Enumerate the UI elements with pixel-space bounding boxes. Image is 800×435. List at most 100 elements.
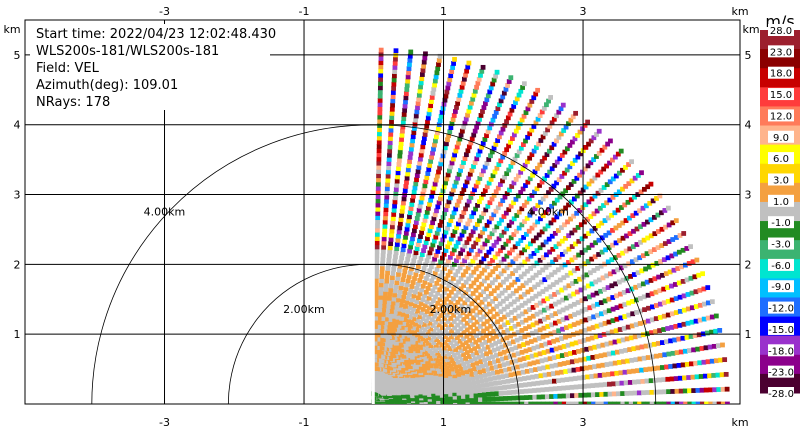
velocity-cell (498, 316, 504, 322)
velocity-cell (654, 196, 659, 201)
velocity-cell (382, 223, 388, 229)
velocity-cell (508, 203, 514, 209)
velocity-cell (397, 289, 403, 295)
velocity-cell (471, 322, 477, 328)
velocity-cell (523, 300, 528, 306)
velocity-cell (631, 272, 637, 277)
velocity-cell (406, 163, 412, 169)
velocity-cell (565, 342, 571, 348)
velocity-cell (494, 391, 500, 397)
velocity-cell (501, 379, 507, 385)
velocity-cell (524, 401, 529, 404)
velocity-cell (555, 354, 561, 359)
colorbar-tick-label: -12.0 (768, 304, 794, 315)
velocity-cell (473, 370, 479, 376)
velocity-cell (429, 384, 435, 389)
velocity-cell (403, 303, 408, 309)
velocity-cell (409, 284, 415, 289)
velocity-cell (480, 353, 486, 358)
velocity-cell (375, 332, 381, 338)
velocity-cell (412, 185, 418, 191)
velocity-cell (578, 287, 584, 293)
velocity-cell (588, 138, 594, 144)
velocity-cell (545, 401, 550, 404)
velocity-cell (451, 387, 457, 393)
velocity-cell (513, 100, 518, 106)
velocity-cell (415, 169, 421, 174)
velocity-cell (379, 265, 385, 271)
velocity-cell (614, 293, 619, 299)
velocity-cell (592, 175, 598, 181)
velocity-cell (605, 285, 611, 290)
velocity-cell (422, 244, 428, 250)
velocity-cell (478, 113, 484, 118)
x-tick-label-bottom: -1 (299, 416, 310, 429)
velocity-cell (486, 391, 491, 397)
velocity-cell (469, 100, 474, 106)
velocity-cell (503, 86, 509, 92)
velocity-cell (701, 286, 707, 292)
velocity-cell (626, 261, 632, 267)
velocity-cell (461, 336, 466, 342)
velocity-cell (501, 362, 507, 368)
velocity-cell (514, 383, 520, 389)
velocity-cell (415, 105, 420, 111)
velocity-cell (709, 314, 715, 320)
velocity-cell (496, 236, 502, 242)
velocity-cell (412, 303, 418, 308)
velocity-cell (481, 321, 487, 327)
velocity-cell (670, 220, 676, 226)
velocity-cell (445, 244, 451, 250)
velocity-cell (670, 237, 676, 242)
velocity-cell (382, 341, 388, 347)
velocity-cell (453, 148, 459, 154)
velocity-cell (657, 377, 662, 383)
velocity-cell (659, 243, 665, 248)
velocity-cell (442, 97, 448, 103)
velocity-cell (591, 268, 597, 273)
velocity-cell (385, 329, 390, 335)
velocity-cell (566, 185, 571, 191)
velocity-cell (465, 297, 470, 303)
velocity-cell (391, 313, 397, 319)
velocity-cell (681, 307, 687, 313)
velocity-cell (457, 338, 463, 344)
velocity-cell (442, 290, 447, 295)
velocity-cell (711, 373, 717, 378)
velocity-cell (609, 212, 614, 218)
velocity-cell (701, 301, 707, 307)
velocity-cell (545, 305, 551, 311)
velocity-cell (534, 186, 540, 192)
velocity-cell (537, 257, 543, 263)
velocity-cell (458, 88, 464, 94)
velocity-cell (462, 258, 467, 264)
velocity-cell (375, 215, 381, 221)
velocity-cell (461, 401, 467, 404)
velocity-cell (525, 289, 531, 295)
velocity-cell (431, 391, 437, 397)
velocity-cell (487, 261, 493, 266)
velocity-cell (572, 312, 577, 317)
velocity-cell (526, 375, 531, 381)
velocity-cell (594, 132, 599, 137)
velocity-cell (534, 248, 540, 253)
velocity-cell (476, 152, 481, 158)
velocity-cell (435, 66, 441, 72)
velocity-cell (525, 256, 531, 262)
velocity-cell (502, 174, 507, 180)
velocity-cell (443, 389, 449, 395)
velocity-cell (486, 396, 492, 402)
velocity-cell (693, 318, 699, 324)
velocity-cell (635, 173, 641, 178)
velocity-cell (384, 198, 389, 204)
velocity-cell (400, 247, 406, 253)
velocity-cell (633, 210, 639, 216)
velocity-cell (707, 344, 713, 350)
velocity-cell (573, 384, 579, 390)
velocity-cell (415, 242, 421, 248)
velocity-cell (454, 258, 459, 264)
velocity-cell (545, 364, 551, 370)
velocity-cell (634, 226, 640, 232)
velocity-cell (465, 148, 471, 154)
velocity-cell (407, 53, 413, 59)
